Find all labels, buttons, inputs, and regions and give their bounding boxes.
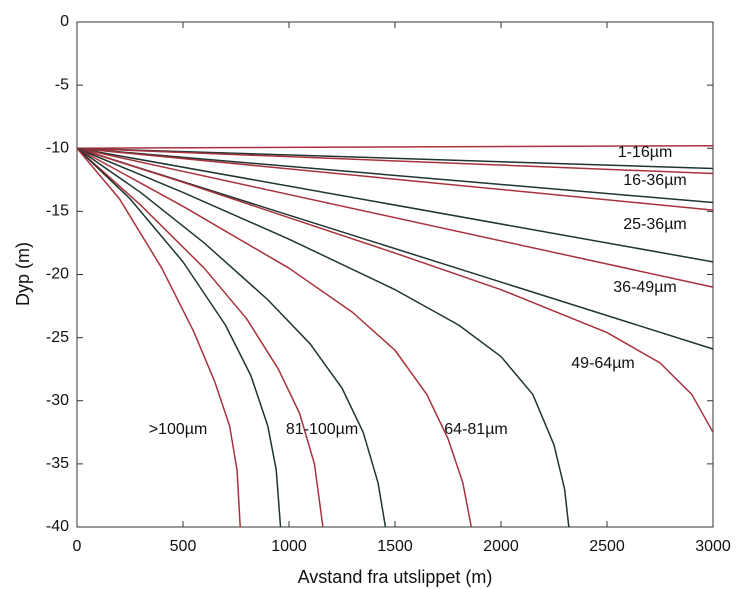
x-tick-label: 0	[73, 538, 82, 555]
series-line	[76, 147, 473, 528]
series-line	[76, 144, 714, 149]
y-axis-label: Dyp (m)	[13, 242, 33, 306]
series-line	[76, 147, 714, 170]
series-line	[76, 147, 714, 211]
series-line	[76, 147, 241, 528]
annotation: 49-64µm	[571, 355, 634, 372]
x-axis-label: Avstand fra utslippet (m)	[298, 567, 493, 587]
series-line	[76, 147, 387, 528]
y-tick-label: -25	[46, 329, 69, 346]
annotation: 16-36µm	[623, 172, 686, 189]
y-tick-label: -10	[46, 139, 69, 156]
annotation: 81-100µm	[286, 421, 358, 438]
x-tick-label: 3000	[695, 538, 731, 555]
y-tick-label: -40	[46, 518, 69, 535]
series-line	[76, 147, 570, 528]
annotation: 1-16µm	[618, 144, 673, 161]
plot-frame	[76, 21, 714, 528]
series-line	[76, 147, 282, 528]
x-tick-label: 2000	[483, 538, 519, 555]
y-tick-label: -20	[46, 266, 69, 283]
annotation: 64-81µm	[444, 421, 507, 438]
y-tick-label: 0	[60, 13, 69, 30]
x-tick-label: 1500	[377, 538, 413, 555]
y-tick-label: -15	[46, 203, 69, 220]
annotation: 25-36µm	[623, 216, 686, 233]
series-line	[76, 147, 714, 175]
annotation: >100µm	[149, 421, 208, 438]
y-tick-label: -5	[55, 76, 69, 93]
y-tick-label: -30	[46, 392, 69, 409]
series-line	[76, 147, 714, 433]
series-line	[76, 147, 714, 288]
series-line	[76, 147, 324, 528]
annotation: 36-49µm	[613, 279, 676, 296]
x-tick-label: 2500	[589, 538, 625, 555]
x-tick-label: 1000	[271, 538, 307, 555]
x-tick-label: 500	[170, 538, 197, 555]
y-tick-label: -35	[46, 455, 69, 472]
series-line	[76, 147, 714, 204]
series-line	[76, 147, 714, 263]
